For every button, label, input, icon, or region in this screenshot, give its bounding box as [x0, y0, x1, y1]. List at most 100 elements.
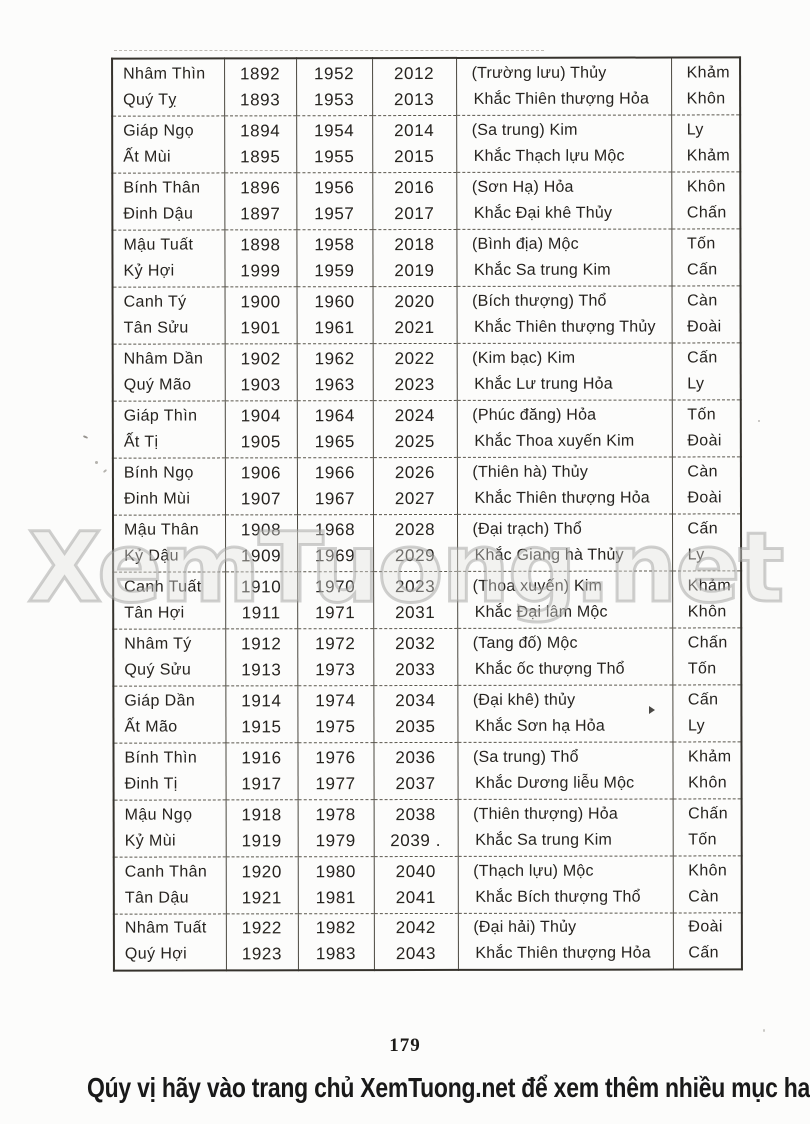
year-value: 1922	[241, 918, 282, 938]
cell-year-cycle-3: 2040 2041	[373, 855, 458, 914]
scan-speck	[758, 420, 760, 422]
cell-year-cycle-2: 1974 1975	[297, 685, 374, 743]
year-value: 1957	[314, 203, 355, 223]
year-value: 1955	[314, 146, 355, 166]
cell-year-cycle-3: 2028 2029	[373, 513, 458, 572]
element-name: (Thạch lựu) Mộc	[473, 862, 594, 880]
trigram-name: Khảm	[687, 576, 732, 594]
cell-year-cycle-3: 2016 2017	[372, 171, 457, 230]
trigram-name: Chấn	[686, 203, 727, 221]
year-value: 1970	[315, 576, 356, 596]
element-khac-line: Khắc Lư trung Hỏa	[474, 375, 613, 393]
can-chi-name: Bính Thìn	[124, 748, 198, 767]
year-value: 1906	[240, 462, 282, 482]
year-value: 1953	[314, 89, 355, 109]
cell-year-cycle-1: 1920 1921	[225, 856, 298, 914]
cell-trigram: Càn Đoài	[671, 456, 741, 514]
year-value: 1905	[240, 431, 281, 451]
year-value: 2013	[394, 89, 435, 109]
year-value: 1898	[240, 234, 281, 254]
year-value: 1962	[314, 348, 355, 368]
year-value: 1896	[240, 177, 281, 197]
can-chi-name: Mậu Ngọ	[124, 805, 193, 824]
year-value: 1971	[315, 602, 356, 622]
cell-can-chi: Bính Thìn Đinh Tị	[113, 742, 226, 800]
year-value: 1895	[240, 146, 281, 166]
cell-trigram: Khảm Khôn	[672, 570, 742, 628]
cell-year-cycle-3: 2038 2039 .	[373, 798, 458, 857]
cell-can-chi: Nhâm Thìn Quý Tỵ	[112, 58, 224, 115]
scan-speck-triangle	[649, 706, 655, 714]
trigram-name: Đoài	[687, 488, 722, 506]
table-row: Giáp Thìn Ất Tị 1904 1905 1964 1965 2024…	[112, 399, 741, 458]
cell-nap-am-element: (Đại khê) thủy Khắc Sơn hạ Hỏa	[457, 684, 673, 742]
cell-year-cycle-2: 1964 1965	[296, 400, 373, 458]
element-name: (Sa trung) Kim	[471, 121, 578, 139]
year-value: 1901	[240, 317, 281, 337]
year-value: 1959	[314, 260, 355, 280]
can-chi-name: Kỷ Hợi	[123, 262, 175, 280]
year-value: 1965	[314, 431, 355, 451]
cell-year-cycle-2: 1956 1957	[296, 172, 373, 230]
trigram-name: Càn	[688, 887, 719, 905]
cell-year-cycle-2: 1960 1961	[296, 286, 373, 344]
cell-year-cycle-2: 1958 1959	[296, 229, 373, 287]
cell-trigram: Khôn Chấn	[671, 171, 741, 229]
element-name: (Thiên hà) Thủy	[472, 463, 589, 481]
cell-can-chi: Canh Thân Tân Dậu	[113, 856, 226, 914]
scan-speck	[102, 468, 108, 474]
can-chi-name: Kỷ Mùi	[124, 832, 177, 850]
cell-trigram: Chấn Tốn	[672, 798, 742, 856]
can-chi-name: Giáp Ngọ	[123, 121, 195, 140]
cell-can-chi: Giáp Dần Ất Mão	[113, 685, 226, 743]
element-khac-line: Khắc Thiên thượng Hỏa	[473, 90, 650, 108]
year-value: 1977	[315, 773, 356, 793]
year-value: 1966	[314, 462, 356, 482]
trigram-name: Càn	[687, 291, 718, 309]
trigram-name: Tốn	[688, 830, 717, 848]
year-value: 1980	[315, 861, 356, 881]
cell-year-cycle-1: 1898 1999	[224, 229, 297, 287]
cell-can-chi: Mậu Tuất Kỷ Hợi	[112, 229, 225, 287]
cell-nap-am-element: (Phúc đăng) Hỏa Khắc Thoa xuyến Kim	[456, 399, 672, 457]
cell-year-cycle-1: 1896 1897	[224, 172, 297, 230]
trigram-name: Khôn	[686, 90, 726, 108]
can-chi-name: Tân Sửu	[123, 318, 189, 337]
cell-year-cycle-1: 1912 1913	[225, 628, 298, 686]
trigram-name: Khôn	[688, 773, 728, 791]
trigram-name: Chấn	[687, 633, 728, 651]
year-value: 2039 .	[390, 830, 442, 850]
trigram-name: Tốn	[687, 659, 717, 677]
year-value: 2027	[394, 488, 436, 508]
cell-trigram: Cấn Ly	[671, 513, 742, 571]
cell-year-cycle-1: 1910 1911	[225, 571, 298, 629]
can-chi-name: Canh Tuất	[124, 577, 202, 596]
year-value: 2023	[395, 576, 436, 596]
year-value: 1973	[315, 659, 356, 679]
cell-year-cycle-3: 2032 2033	[373, 627, 458, 686]
year-value: 1902	[240, 348, 281, 368]
year-value: 1915	[241, 716, 282, 736]
cell-can-chi: Nhâm Dần Quý Mão	[112, 343, 225, 401]
can-chi-name: Kỷ Dậu	[124, 547, 179, 565]
cell-can-chi: Giáp Ngọ Ất Mùi	[112, 115, 225, 173]
year-value: 2043	[395, 944, 437, 964]
element-name: (Thoa xuyến) Kim	[472, 577, 603, 595]
trigram-name: Chấn	[688, 804, 729, 822]
table-row: Bính Ngọ Đinh Mùi 1906 1907 1966 1967 20…	[112, 456, 741, 515]
trigram-name: Cấn	[688, 944, 720, 962]
year-value: 1897	[240, 203, 281, 223]
cell-nap-am-element: (Thiên thượng) Hỏa Khắc Sa trung Kim	[457, 798, 673, 856]
can-chi-name: Ất Mùi	[123, 148, 172, 166]
cell-year-cycle-2: 1966 1967	[296, 457, 374, 515]
year-value: 1982	[315, 918, 356, 938]
year-value: 1908	[240, 519, 282, 539]
trigram-name: Càn	[687, 462, 718, 480]
scan-speck	[95, 461, 98, 464]
trigram-name: Khôn	[688, 861, 728, 879]
can-chi-name: Nhâm Thìn	[123, 65, 206, 83]
cell-nap-am-element: (Sa trung) Thổ Khắc Dương liễu Mộc	[457, 741, 673, 799]
year-value: 2037	[395, 773, 436, 793]
footer-text: Qúy vị hãy vào trang chủ XemTuong.net để…	[87, 1072, 810, 1103]
year-value: 1961	[314, 317, 355, 337]
